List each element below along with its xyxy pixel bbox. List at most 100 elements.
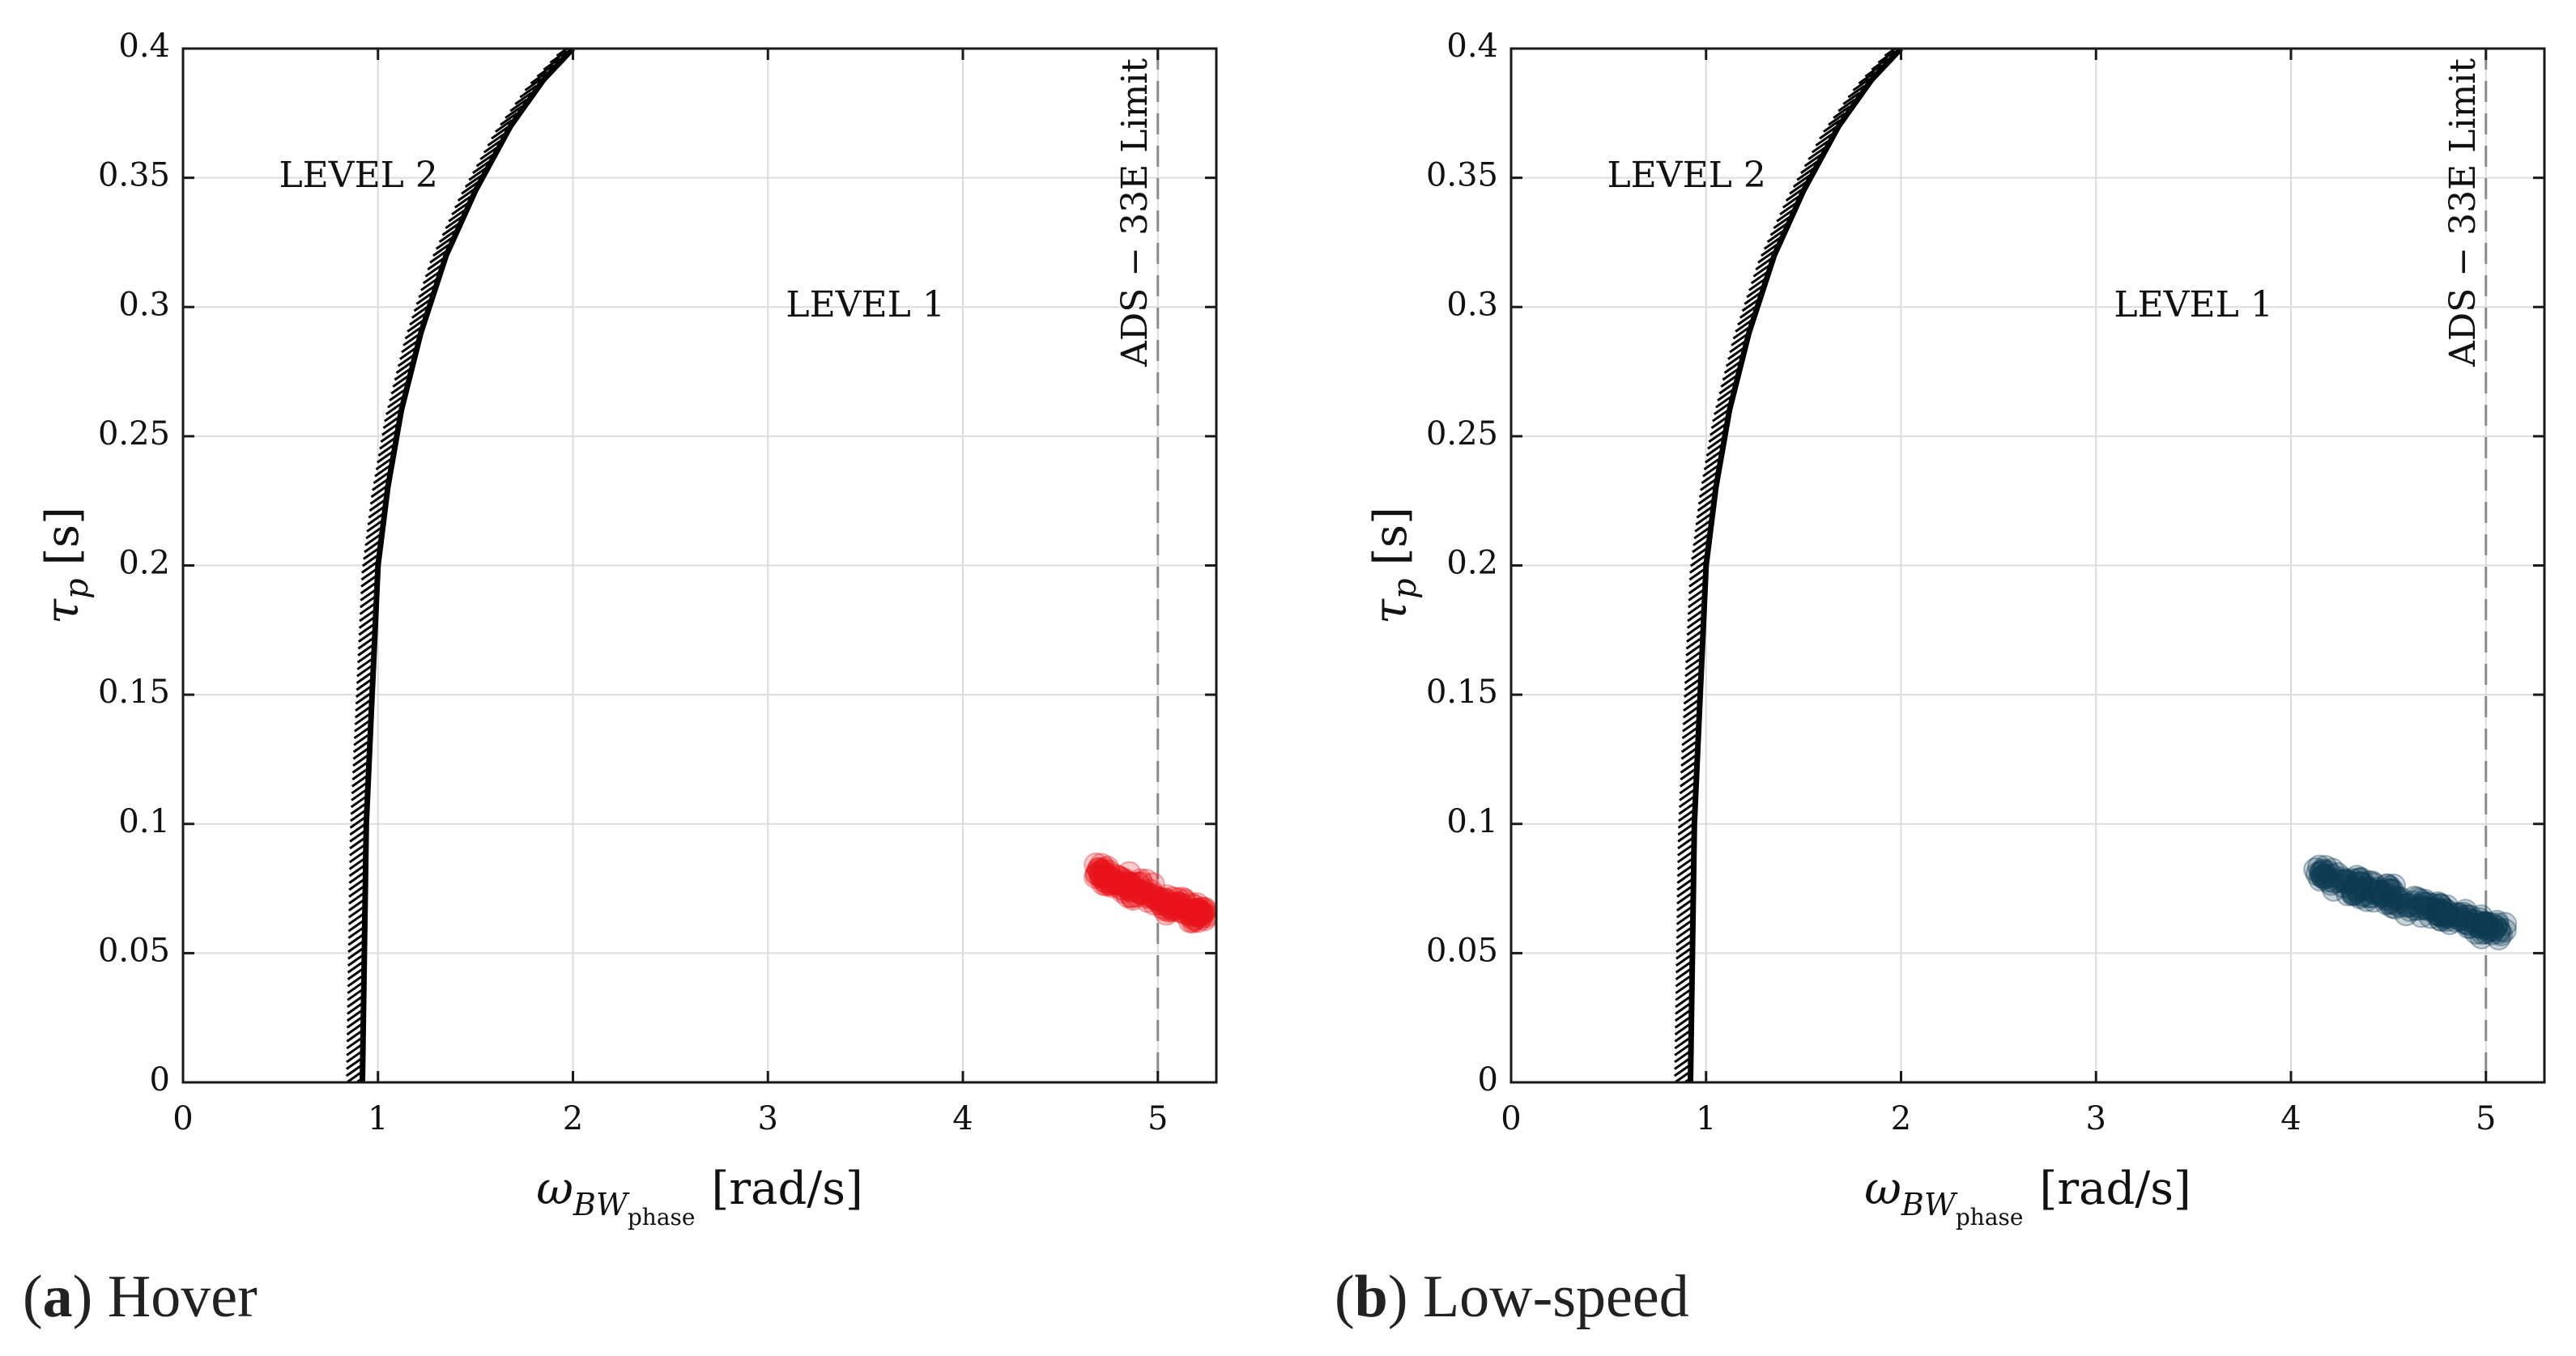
- scatter-point: [2405, 886, 2430, 912]
- boundary-hatch: [1705, 443, 1724, 457]
- scatter-point: [2427, 897, 2452, 922]
- scatter-point: [2470, 916, 2495, 941]
- scatter-point: [2362, 881, 2387, 906]
- boundary-hatch: [1710, 423, 1727, 436]
- boundary-hatch: [1847, 84, 1866, 99]
- scatter-point: [1165, 891, 1190, 916]
- scatter-point: [1089, 860, 1114, 885]
- scatter-point: [1186, 903, 1211, 928]
- scatter-point: [1117, 871, 1142, 896]
- scatter-point: [2487, 920, 2512, 945]
- scatter-point: [2311, 864, 2336, 889]
- scatter-point: [1150, 887, 1175, 912]
- scatter-point: [2493, 912, 2518, 937]
- scatter-point: [2341, 879, 2366, 904]
- boundary-hatch: [479, 147, 497, 160]
- scatter-point: [1139, 882, 1165, 907]
- scatter-point: [2310, 858, 2335, 883]
- boundary-hatch: [1739, 305, 1757, 319]
- y-axis-units: [s]: [1365, 507, 1417, 565]
- scatter-point: [2348, 866, 2374, 891]
- scatter-point: [2307, 854, 2332, 879]
- scatter-point: [1155, 890, 1180, 915]
- scatter-point: [1158, 895, 1183, 920]
- boundary-hatch: [451, 202, 469, 216]
- scatter-point: [1155, 884, 1180, 909]
- x-tick-label: 4: [2280, 1100, 2301, 1137]
- scatter-point: [1139, 883, 1164, 908]
- scatter-point: [2486, 917, 2511, 942]
- scatter-point: [1119, 874, 1144, 899]
- scatter-point: [2357, 884, 2382, 909]
- scatter-point: [1158, 892, 1183, 917]
- scatter-point: [1130, 878, 1156, 903]
- boundary-hatch: [1748, 278, 1766, 291]
- scatter-point: [2369, 884, 2395, 909]
- caption-low-speed: (b) Low-speed: [1335, 1264, 1689, 1330]
- scatter-point: [2457, 912, 2482, 937]
- scatter-point: [2480, 917, 2506, 942]
- scatter-point: [1164, 895, 1189, 920]
- boundary-hatch: [1692, 539, 1710, 554]
- boundary-hatch: [413, 298, 432, 312]
- scatter-point: [2330, 866, 2355, 891]
- scatter-point: [2466, 913, 2491, 938]
- boundary-hatch: [1744, 291, 1762, 305]
- boundary-hatch: [415, 291, 434, 305]
- boundary-hatch: [1737, 312, 1755, 326]
- scatter-point: [2429, 899, 2455, 925]
- scatter-point: [2309, 861, 2334, 886]
- scatter-point: [2344, 877, 2369, 902]
- scatter-point: [2428, 892, 2453, 917]
- scatter-point: [1127, 879, 1152, 904]
- scatter-point: [2374, 873, 2399, 898]
- scatter-point: [1120, 884, 1145, 909]
- scatter-point: [1128, 879, 1153, 904]
- y-tick-label: 0.15: [98, 674, 170, 711]
- scatter-point: [2311, 865, 2336, 891]
- scatter-point: [1099, 871, 1124, 896]
- scatter-point: [1194, 902, 1216, 927]
- boundary-hatch: [409, 312, 427, 326]
- boundary-hatch: [441, 223, 460, 236]
- scatter-point: [2425, 891, 2450, 916]
- boundary-hatch: [536, 64, 555, 78]
- x-tick-label: 5: [2476, 1100, 2496, 1137]
- scatter-point: [1091, 871, 1116, 896]
- scatter-point: [2371, 882, 2396, 908]
- boundary-hatch: [464, 174, 483, 188]
- x-tick-label: 3: [758, 1100, 778, 1137]
- boundary-hatch: [500, 112, 517, 126]
- scatter-point: [2308, 867, 2333, 892]
- y-tick-label: 0.2: [118, 545, 170, 582]
- boundary-hatch: [1722, 367, 1740, 381]
- boundary-hatch: [1701, 470, 1719, 485]
- scatter-point: [2427, 903, 2452, 928]
- scatter-point: [2408, 896, 2433, 921]
- scatter-point: [2473, 920, 2498, 945]
- scatter-point: [2349, 871, 2374, 896]
- y-tick-label: 0.4: [118, 28, 170, 65]
- boundary-hatch: [1811, 139, 1829, 154]
- scatter-point: [1128, 868, 1153, 893]
- scatter-point: [1113, 874, 1139, 899]
- panel-low-speed: ADS − 33E Limit LEVEL 2 LEVEL 1 0 1 2 3 4 5 0 0.05…: [1328, 0, 2576, 1356]
- scatter-point: [1165, 891, 1190, 916]
- scatter-point: [1178, 903, 1203, 929]
- boundary-hatch: [468, 168, 487, 181]
- boundary-hatch: [1698, 484, 1717, 499]
- scatter-point: [2473, 912, 2498, 937]
- scatter-point: [1110, 879, 1135, 904]
- boundary-hatch: [381, 423, 399, 436]
- scatter-point: [2433, 899, 2459, 924]
- x-tick-label: 1: [368, 1100, 388, 1137]
- scatter-point: [1112, 869, 1137, 895]
- scatter-point: [2412, 888, 2438, 913]
- scatter-point: [2342, 871, 2367, 896]
- scatter-point: [2435, 904, 2460, 929]
- scatter-point: [1085, 861, 1110, 886]
- scatter-point: [1168, 898, 1193, 923]
- scatter-point: [1094, 869, 1119, 894]
- y-tick-label: 0.4: [1446, 28, 1498, 65]
- scatter-point: [2433, 904, 2459, 929]
